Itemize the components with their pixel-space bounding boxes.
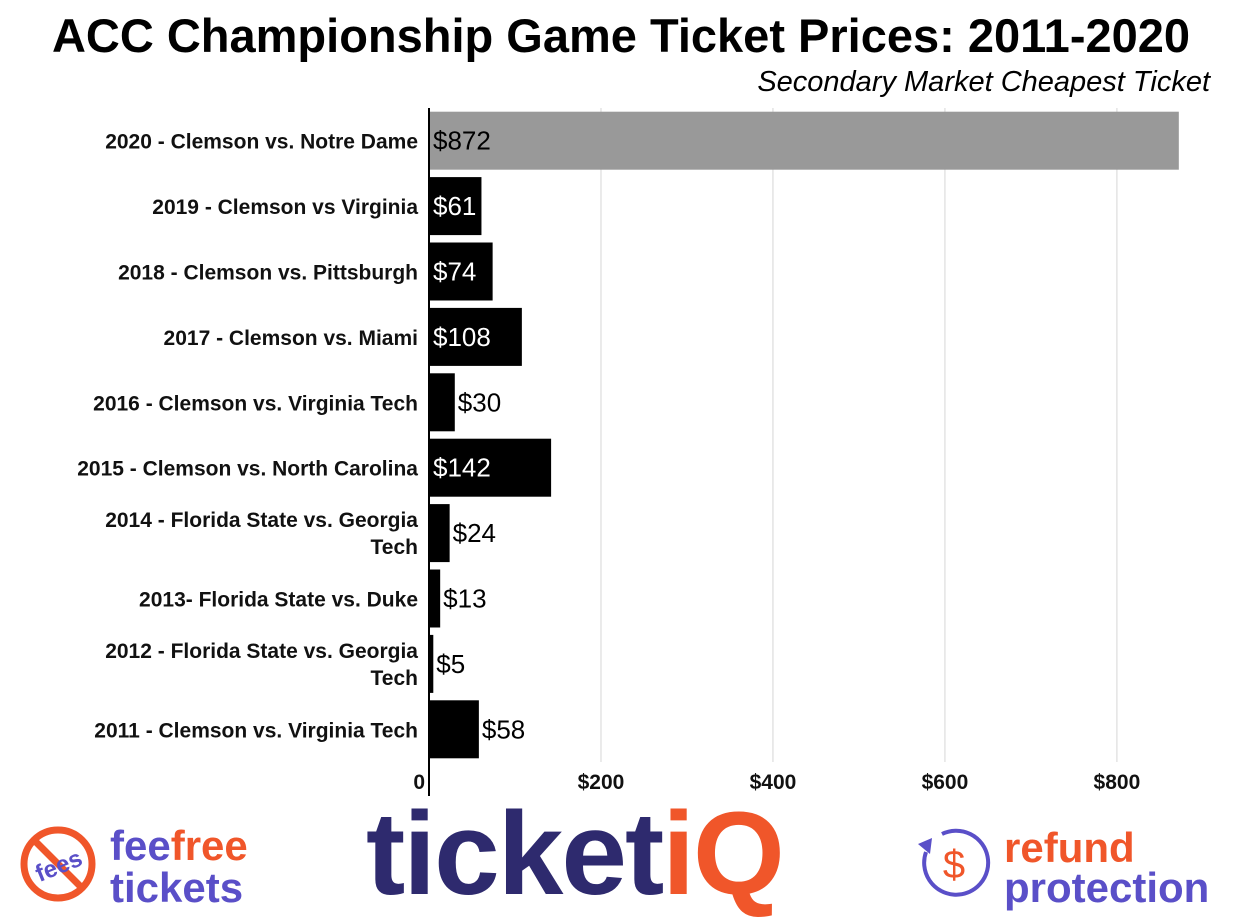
bar-9 [429, 700, 479, 759]
ticketiq-logo: ticketiQ [360, 788, 880, 922]
logo-ticket: ticket [366, 788, 664, 920]
category-label-7: 2013- Florida State vs. Duke [139, 589, 418, 612]
no-fees-icon: fees [20, 826, 96, 902]
x-tick-label-4: $800 [1094, 771, 1141, 794]
bar-1 [429, 177, 482, 236]
value-label-1: $61 [433, 191, 476, 221]
refund-dollar-icon: $ [918, 828, 991, 897]
x-tick-label-1: $200 [578, 771, 625, 794]
category-label-1: 2019 - Clemson vs Virginia [152, 196, 418, 219]
logo-iq: iQ [662, 788, 785, 920]
fee-free-tickets-badge: fees feefree tickets [18, 806, 318, 922]
category-label-6: 2014 - Florida State vs. Georgia Tech [105, 509, 418, 559]
x-tick-label-2: $400 [750, 771, 797, 794]
x-tick-label-0: 0 [413, 771, 425, 794]
value-label-9: $58 [482, 714, 525, 744]
fee-badge-free: free [170, 822, 248, 869]
value-label-0: $872 [433, 126, 491, 156]
bar-8 [429, 634, 434, 693]
refund-dollar-icon-text: $ [943, 843, 965, 887]
bar-6 [429, 504, 450, 563]
category-label-0: 2020 - Clemson vs. Notre Dame [105, 131, 418, 154]
refund-badge-protection: protection [1004, 864, 1210, 911]
refund-protection-badge: $ refund protection [912, 806, 1232, 922]
category-label-8: 2012 - Florida State vs. Georgia Tech [105, 640, 418, 690]
fee-badge-fee: fee [110, 822, 171, 869]
bar-4 [429, 373, 455, 432]
category-label-5: 2015 - Clemson vs. North Carolina [77, 458, 418, 481]
value-label-8: $5 [436, 649, 465, 679]
fee-badge-tickets: tickets [110, 864, 244, 911]
category-label-2: 2018 - Clemson vs. Pittsburgh [118, 262, 418, 285]
x-tick-label-3: $600 [922, 771, 969, 794]
value-label-6: $24 [453, 518, 496, 548]
value-label-4: $30 [458, 387, 501, 417]
category-label-4: 2016 - Clemson vs. Virginia Tech [93, 392, 418, 415]
chart-title: ACC Championship Game Ticket Prices: 201… [51, 9, 1191, 62]
bar-0 [429, 111, 1179, 170]
value-label-5: $142 [433, 453, 491, 483]
bar-7 [429, 569, 441, 628]
bar-chart: 2020 - Clemson vs. Notre Dame $872 2019 - … [77, 108, 1179, 796]
value-label-2: $74 [433, 257, 476, 287]
category-label-9: 2011 - Clemson vs. Virginia Tech [94, 719, 418, 742]
value-label-7: $13 [443, 584, 486, 614]
bar-3 [429, 307, 522, 366]
chart-subtitle: Secondary Market Cheapest Ticket [757, 66, 1210, 98]
category-label-3: 2017 - Clemson vs. Miami [164, 327, 418, 350]
refund-badge-refund: refund [1004, 824, 1135, 871]
bar-5 [429, 438, 552, 497]
value-label-3: $108 [433, 322, 491, 352]
bar-2 [429, 242, 493, 301]
